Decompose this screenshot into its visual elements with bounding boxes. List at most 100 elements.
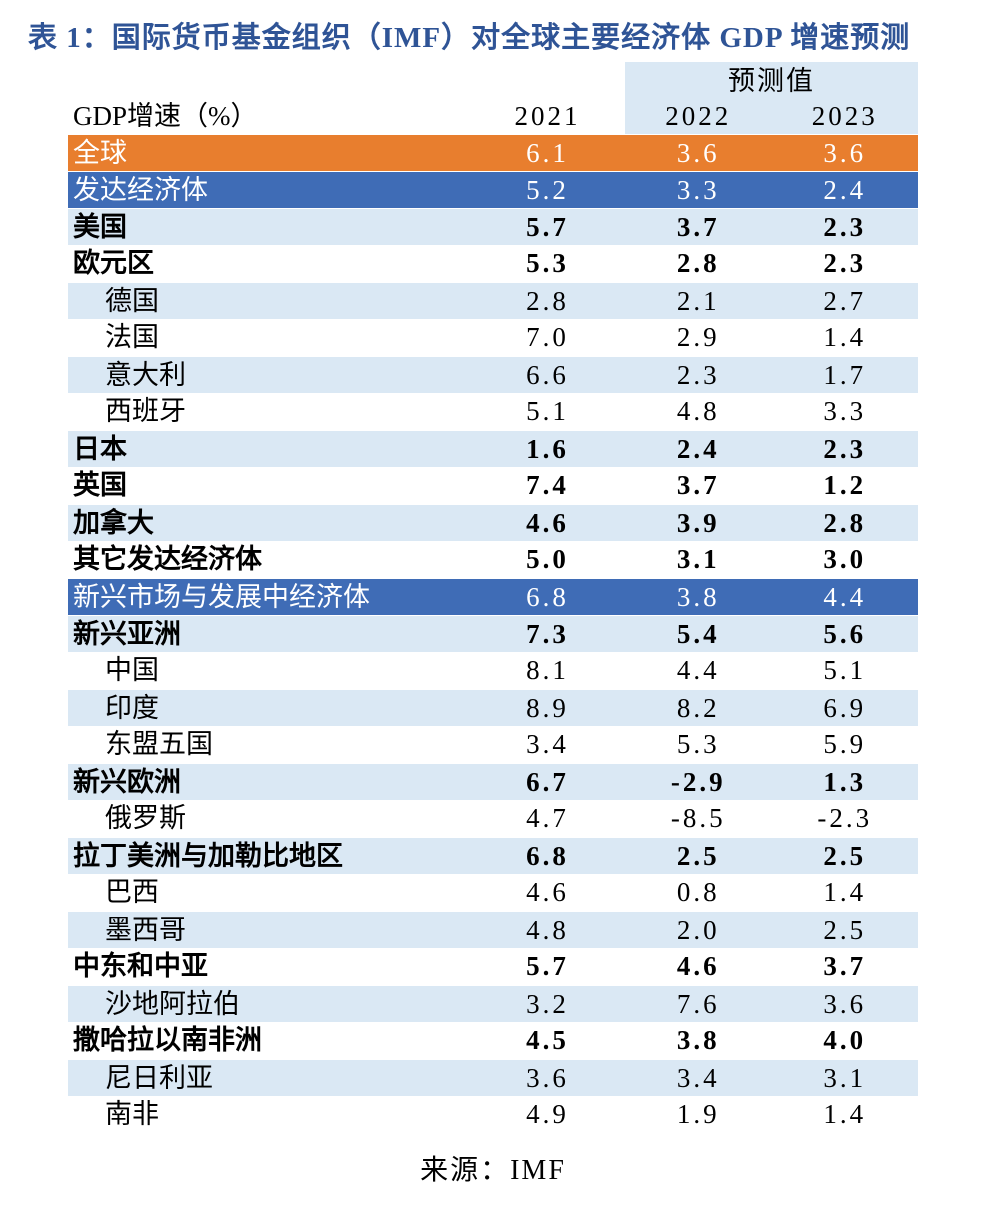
value-cell-2022: 2.3: [676, 360, 720, 390]
table-row: 撒哈拉以南非洲 4.5 3.8 4.0: [68, 1022, 918, 1059]
row-label: 英国: [73, 470, 127, 500]
value-cell-2021: 4.6: [526, 508, 569, 538]
table-row: 新兴市场与发展中经济体 6.8 3.8 4.4: [68, 578, 918, 615]
value-cell-2021: 4.6: [526, 877, 569, 907]
value-cell-2022: 2.8: [676, 248, 720, 278]
value-cell-2023: 1.2: [823, 470, 867, 500]
forecast-header-block: 预测值: [625, 62, 918, 134]
value-cell-2021: 5.7: [526, 951, 569, 981]
value-cell-2021: 7.4: [526, 470, 569, 500]
row-label: 拉丁美洲与加勒比地区: [73, 841, 343, 871]
table-row: 其它发达经济体 5.0 3.1 3.0: [68, 541, 918, 578]
value-cell-2022: 3.3: [676, 175, 720, 205]
value-cell-2021: 5.1: [526, 396, 569, 426]
page-title: 表 1：国际货币基金组织（IMF）对全球主要经济体 GDP 增速预测: [28, 22, 911, 54]
row-label: 尼日利亚: [105, 1063, 213, 1093]
value-cell-2022: 3.7: [676, 212, 720, 242]
value-cell-2021: 7.3: [526, 619, 569, 649]
table-row: 墨西哥 4.8 2.0 2.5: [68, 911, 918, 948]
value-cell-2022: 2.5: [676, 841, 720, 871]
year-header-2022: 2022: [665, 101, 732, 131]
table-row: 新兴欧洲 6.7 -2.9 1.3: [68, 763, 918, 800]
value-cell-2022: 4.8: [676, 396, 720, 426]
table-row: 德国 2.8 2.1 2.7: [68, 282, 918, 319]
value-cell-2022: 1.9: [676, 1099, 720, 1129]
table-row: 欧元区 5.3 2.8 2.3: [68, 245, 918, 282]
table-row: 俄罗斯 4.7 -8.5 -2.3: [68, 800, 918, 837]
value-cell-2022: 3.6: [676, 138, 720, 168]
value-cell-2023: 5.9: [823, 729, 867, 759]
value-cell-2023: 3.3: [823, 396, 867, 426]
value-cell-2022: 3.1: [676, 544, 720, 574]
row-label: 新兴亚洲: [73, 619, 181, 649]
value-cell-2021: 8.1: [526, 655, 569, 685]
value-cell-2022: -8.5: [670, 803, 726, 833]
value-cell-2023: 3.1: [823, 1063, 867, 1093]
value-cell-2021: 4.7: [526, 803, 569, 833]
row-label: 新兴市场与发展中经济体: [73, 582, 370, 612]
row-label: 巴西: [105, 877, 159, 907]
row-label: 德国: [105, 286, 159, 316]
row-label: 法国: [105, 322, 159, 352]
value-cell-2022: 4.4: [676, 655, 720, 685]
value-cell-2023: 3.0: [823, 544, 867, 574]
value-cell-2023: 2.8: [823, 508, 867, 538]
row-label: 全球: [73, 138, 127, 168]
value-cell-2023: 1.4: [823, 877, 867, 907]
value-cell-2023: 6.9: [823, 693, 867, 723]
value-cell-2022: 7.6: [676, 989, 720, 1019]
value-cell-2021: 3.2: [526, 989, 569, 1019]
year-header-2021: 2021: [514, 101, 581, 131]
value-cell-2021: 7.0: [526, 322, 569, 352]
value-cell-2021: 8.9: [526, 693, 569, 723]
value-cell-2021: 3.6: [526, 1063, 569, 1093]
table-row: 印度 8.9 8.2 6.9: [68, 689, 918, 726]
column-header-row: GDP增速（%） 2021 2022 2023: [68, 98, 918, 134]
value-cell-2021: 6.8: [526, 841, 569, 871]
row-label: 东盟五国: [105, 729, 213, 759]
row-label: 印度: [105, 693, 159, 723]
value-cell-2022: 4.6: [676, 951, 720, 981]
value-cell-2023: 3.6: [823, 138, 867, 168]
table-row: 英国 7.4 3.7 1.2: [68, 467, 918, 504]
value-cell-2021: 5.3: [526, 248, 569, 278]
value-cell-2022: 3.4: [676, 1063, 720, 1093]
table-row: 东盟五国 3.4 5.3 5.9: [68, 726, 918, 763]
value-cell-2021: 5.0: [526, 544, 569, 574]
forecast-group-label: 预测值: [728, 66, 815, 96]
gdp-growth-table: 预测值 GDP增速（%） 2021 2022 2023 全球 6.1 3.6 3.6 发…: [68, 62, 918, 1133]
value-cell-2021: 2.8: [526, 286, 569, 316]
value-cell-2023: 2.3: [823, 434, 867, 464]
value-cell-2021: 3.4: [526, 729, 569, 759]
value-cell-2022: 5.3: [676, 729, 720, 759]
value-cell-2023: 4.4: [823, 582, 867, 612]
value-cell-2021: 6.1: [526, 138, 569, 168]
row-label: 美国: [73, 212, 127, 242]
value-cell-2022: 2.4: [676, 434, 720, 464]
value-cell-2023: 1.7: [823, 360, 867, 390]
table-row: 拉丁美洲与加勒比地区 6.8 2.5 2.5: [68, 837, 918, 874]
row-label: 中东和中亚: [73, 951, 208, 981]
value-cell-2023: 2.3: [823, 212, 867, 242]
value-cell-2023: 1.3: [823, 767, 867, 797]
value-cell-2023: 2.5: [823, 915, 867, 945]
value-cell-2023: 5.1: [823, 655, 867, 685]
value-cell-2022: 2.0: [676, 915, 720, 945]
value-cell-2021: 4.5: [526, 1025, 569, 1055]
table-row: 美国 5.7 3.7 2.3: [68, 208, 918, 245]
table-row: 加拿大 4.6 3.9 2.8: [68, 504, 918, 541]
value-cell-2023: 4.0: [823, 1025, 867, 1055]
table-row: 南非 4.9 1.9 1.4: [68, 1096, 918, 1133]
row-label: 西班牙: [105, 396, 186, 426]
table-row: 尼日利亚 3.6 3.4 3.1: [68, 1059, 918, 1096]
row-label: 加拿大: [73, 508, 154, 538]
value-cell-2022: 8.2: [676, 693, 720, 723]
value-cell-2022: 3.8: [676, 1025, 720, 1055]
table-row: 中东和中亚 5.7 4.6 3.7: [68, 948, 918, 985]
row-label: 意大利: [105, 360, 186, 390]
row-label: 沙地阿拉伯: [105, 989, 240, 1019]
value-cell-2021: 6.6: [526, 360, 569, 390]
value-cell-2022: 0.8: [676, 877, 720, 907]
value-cell-2023: 1.4: [823, 322, 867, 352]
value-cell-2023: 2.4: [823, 175, 867, 205]
